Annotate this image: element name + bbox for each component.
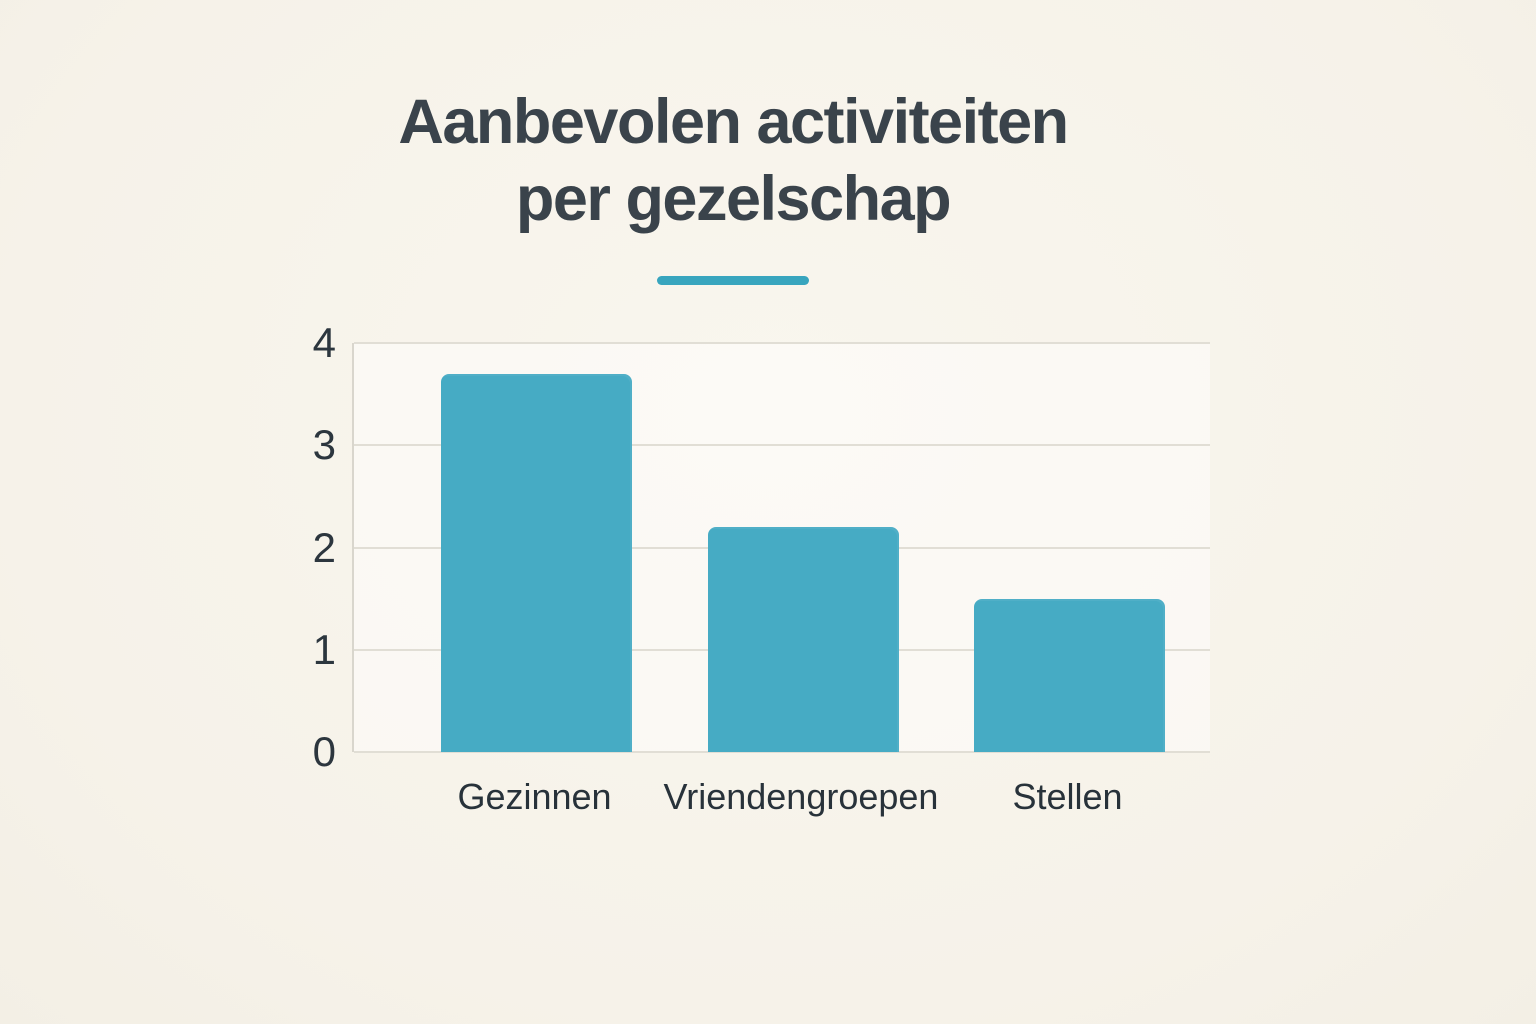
gridline-4 [354, 342, 1210, 344]
y-axis: 0 1 2 3 4 [226, 322, 336, 773]
y-tick-label-2: 2 [312, 523, 336, 571]
bar-gezinnen [441, 373, 632, 752]
y-tick-label-3: 3 [312, 421, 336, 469]
bar-vriendengroepen [707, 527, 899, 752]
title-underline [657, 276, 809, 285]
y-tick-label-1: 1 [312, 625, 336, 673]
chart-title-line-2: per gezelschap [515, 163, 952, 234]
x-axis: Gezinnen Vriendengroepen Stellen [352, 779, 1210, 829]
x-axis-label-vriendengroepen: Vriendengroepen [663, 776, 939, 817]
y-tick-label-0: 0 [312, 728, 336, 775]
plot-area [352, 342, 1210, 753]
gridline-0 [354, 751, 1210, 753]
chart-title: Aanbevolen activiteiten per gezelschap [133, 84, 1333, 238]
gridline-3 [354, 444, 1210, 447]
x-axis-label-gezinnen: Gezinnen [457, 776, 612, 817]
chart-title-line-1: Aanbevolen activiteiten [398, 87, 1069, 157]
x-axis-label-stellen: Stellen [1012, 776, 1123, 817]
y-tick-label-4: 4 [312, 319, 336, 366]
bar-stellen [974, 598, 1165, 752]
